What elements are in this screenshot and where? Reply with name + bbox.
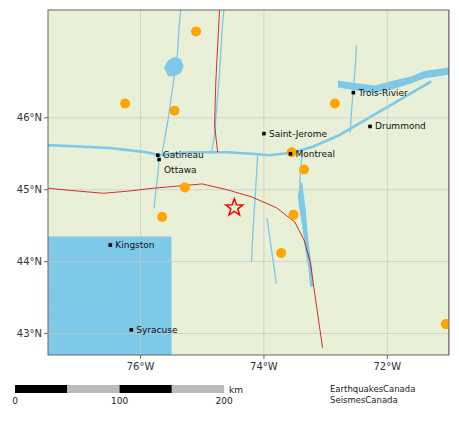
y-tick-label: 43°N [17,328,42,339]
axes: 76°W 74°W 72°W 43°N 44°N 45°N 46°N [17,112,401,372]
city-label: Montreal [295,149,335,159]
earthquake [276,248,286,258]
city-label: Ottawa [164,165,197,175]
city-label: Gatineau [163,150,204,160]
earthquake [330,98,340,108]
river [211,10,223,152]
y-tick-label: 46°N [17,112,42,123]
grid-line [48,261,449,262]
river [162,10,181,152]
y-tick [44,117,48,118]
water-body [94,275,116,298]
water-body [298,183,313,287]
grid-line [48,333,449,334]
land-background [48,10,449,355]
earthquake [180,183,190,193]
earthquake [120,98,130,108]
x-tick [140,355,141,359]
grid-line [48,189,449,190]
earthquake [191,27,201,37]
city-marker [156,153,160,157]
city-marker [289,152,293,156]
city-label: Drummond⁠ [375,121,426,131]
grid-line [263,10,264,355]
plot-area [48,10,449,355]
credit-line: SeismesCanada [330,395,398,405]
city-label: Saint-Jerome [269,129,328,139]
water-body [164,57,184,76]
x-tick [263,355,264,359]
city-marker [129,328,133,332]
city-marker [109,243,113,247]
scale-bar-label: 100 [111,396,128,406]
earthquake [289,210,299,220]
river [252,154,258,262]
y-tick-label: 45°N [17,184,42,195]
river [154,160,159,208]
earthquake [299,165,309,175]
river [267,218,276,283]
scale-bar-segment [67,385,119,393]
earthquake [157,212,167,222]
scale-bar-segment [120,385,172,393]
y-tick [44,189,48,190]
border [215,10,220,152]
earthquake [441,319,449,329]
river [295,82,431,152]
city-marker [262,132,266,136]
x-tick-label: 76°W [127,361,155,372]
credit: EarthquakesCanadaSeismesCanada [330,384,415,405]
grid-line [387,10,388,355]
credit-line: EarthquakesCanada [330,384,415,394]
x-tick [387,355,388,359]
plot-frame [48,10,449,355]
water-body [48,262,171,355]
x-tick-label: 72°W [373,361,401,372]
scale-bar: 0 100 200km [12,385,243,407]
water-body [48,236,171,355]
city-labels: Gatineau Ottawa Montreal Saint-Jerome Kingst… [115,88,426,335]
scale-bar-segment [15,385,67,393]
x-tick-label: 74°W [250,361,278,372]
city-label: Kingston [115,240,154,250]
scale-bar-unit: km [229,385,243,395]
map-chart: Gatineau Ottawa Montreal Saint-Jerome Kingst… [0,0,459,421]
city-label: Syracuse [136,325,178,335]
city-marker [157,158,161,162]
scale-bar-label: 0 [12,396,18,406]
grid-line [140,10,141,355]
star-event [226,199,243,215]
earthquake [169,106,179,116]
y-tick [44,261,48,262]
y-tick-label: 44°N [17,256,42,267]
grid-line [48,117,449,118]
river [350,46,356,132]
border [48,184,323,348]
scale-bar-segment [172,385,224,393]
city-marker [352,91,356,95]
y-tick [44,333,48,334]
scale-bar-label: 200 [215,396,232,406]
city-marker [368,125,372,129]
city-label: Trois-Rivie⁠r [357,88,408,98]
